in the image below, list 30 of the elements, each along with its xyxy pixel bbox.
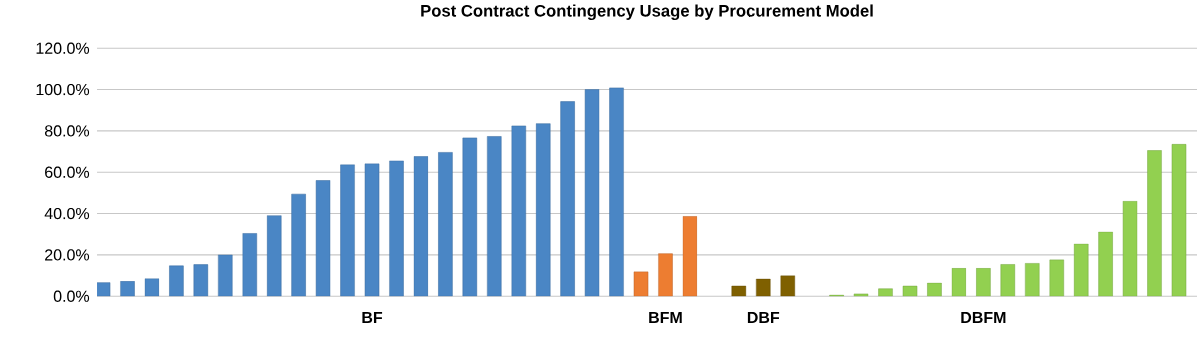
bar (976, 267, 991, 297)
bar (438, 152, 453, 297)
y-tick-label: 120.0% (36, 42, 90, 54)
x-tick-label: DBFM (961, 311, 1006, 323)
y-tick-label: 60.0% (45, 166, 90, 178)
bar (1098, 231, 1113, 297)
bar (1000, 264, 1016, 297)
bar (1171, 143, 1187, 297)
x-tick-label: DBF (747, 311, 780, 323)
bar (413, 156, 429, 297)
bar (560, 101, 575, 297)
x-tick-label: BFM (649, 311, 682, 323)
bar (951, 267, 967, 297)
bar (1073, 243, 1089, 297)
bar (902, 285, 918, 297)
bar (682, 216, 698, 297)
bar (731, 285, 747, 297)
y-tick-label: 80.0% (44, 125, 90, 137)
chart-title: Post Contract Contingency Usage by Procurement Model (421, 4, 873, 20)
y-tick-label: 0.0% (53, 290, 90, 302)
bar (193, 264, 209, 297)
x-tick-label: BF (362, 311, 383, 323)
bar (169, 265, 184, 297)
bar (144, 278, 160, 297)
y-tick-label: 40.0% (44, 207, 90, 220)
y-tick-label: 20.0% (45, 249, 90, 261)
bar (535, 123, 551, 297)
bar (364, 163, 380, 297)
bar (927, 282, 942, 297)
y-tick-label: 100.0% (36, 83, 90, 96)
